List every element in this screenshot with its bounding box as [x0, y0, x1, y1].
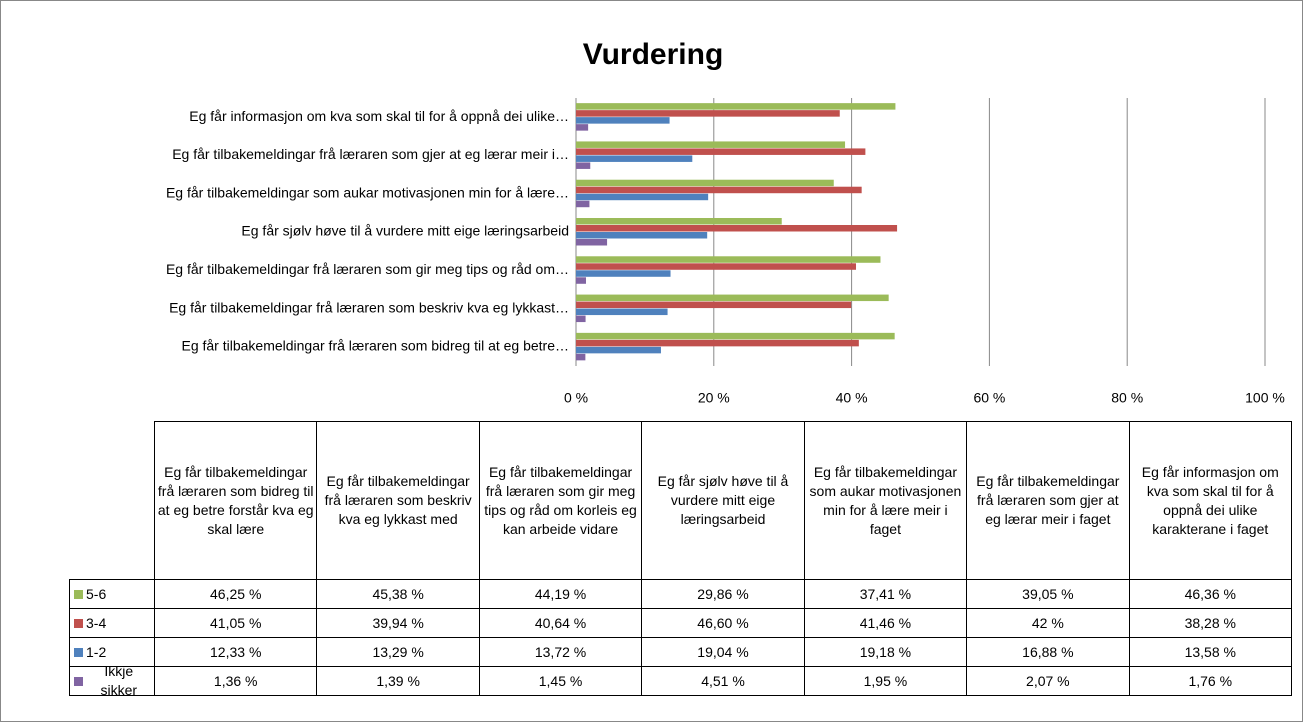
table-value-cell: 19,04 %: [641, 637, 805, 667]
y-tick-label: Eg får tilbakemeldingar frå læraren som …: [172, 146, 569, 162]
table-value-cell: 12,33 %: [154, 637, 318, 667]
legend-swatch: [74, 618, 83, 628]
legend-cell: 3-4: [69, 608, 155, 638]
table-header-cell: Eg får sjølv høve til å vurdere mitt eig…: [641, 421, 805, 580]
bar: [576, 117, 670, 124]
table-value-cell: 29,86 %: [641, 579, 805, 609]
table-value-cell: 13,29 %: [316, 637, 480, 667]
bar: [576, 353, 586, 361]
table-value-cell: 2,07 %: [966, 666, 1130, 696]
table-value-cell: 16,88 %: [966, 637, 1130, 667]
table-value-cell: 19,18 %: [803, 637, 968, 667]
bar: [576, 148, 866, 155]
bar: [576, 103, 896, 110]
bar: [576, 155, 693, 162]
table-value-cell: 4,51 %: [641, 666, 805, 696]
table-value-cell: 45,38 %: [316, 579, 480, 609]
bar: [576, 294, 889, 302]
table-value-cell: 1,36 %: [154, 666, 318, 696]
legend-swatch: [74, 676, 83, 686]
bar: [576, 124, 589, 131]
bar: [576, 339, 859, 347]
legend-label: 1-2: [86, 643, 107, 660]
table-value-cell: 1,39 %: [316, 666, 480, 696]
legend-cell: 5-6: [69, 579, 155, 609]
legend-label: Ikkje sikker: [100, 663, 138, 698]
y-tick-label: Eg får tilbakemeldingar frå læraren som …: [169, 299, 569, 315]
y-tick-label: Eg får tilbakemeldingar som aukar motiva…: [166, 184, 569, 200]
bar: [576, 110, 840, 117]
y-tick-label: Eg får sjølv høve til å vurdere mitt eig…: [241, 223, 569, 239]
x-tick-label: 0 %: [564, 390, 588, 406]
table-value-cell: 46,36 %: [1128, 579, 1292, 609]
bar: [576, 200, 590, 208]
chart-title: Vurdering: [583, 38, 724, 71]
table-value-cell: 40,64 %: [478, 608, 643, 638]
legend-swatch: [74, 589, 83, 599]
bar: [576, 315, 586, 323]
table-header-cell: Eg får tilbakemeldingar frå læraren som …: [316, 421, 480, 580]
x-tick-label: 80 %: [1111, 390, 1143, 406]
legend-label: 3-4: [86, 614, 107, 631]
table-header-cell: Eg får tilbakemeldingar frå læraren som …: [154, 421, 318, 580]
bar: [576, 270, 671, 277]
bar: [576, 218, 782, 225]
table-value-cell: 1,45 %: [478, 666, 643, 696]
bar: [576, 332, 895, 340]
table-header-cell: Eg får tilbakemeldingar som aukar motiva…: [803, 421, 968, 580]
table-value-cell: 1,95 %: [803, 666, 968, 696]
y-tick-label: Eg får tilbakemeldingar frå læraren som …: [181, 338, 569, 354]
table-value-cell: 42 %: [966, 608, 1130, 638]
bar: [576, 179, 834, 187]
table-value-cell: 39,94 %: [316, 608, 480, 638]
bar: [576, 239, 608, 246]
table-value-cell: 41,05 %: [154, 608, 318, 638]
table-value-cell: 37,41 %: [803, 579, 968, 609]
table-value-cell: 44,19 %: [478, 579, 643, 609]
legend-swatch: [74, 647, 83, 657]
table-value-cell: 46,60 %: [641, 608, 805, 638]
bar: [576, 301, 852, 309]
table-value-cell: 1,76 %: [1128, 666, 1292, 696]
bar: [576, 263, 857, 270]
bar: [576, 232, 708, 239]
y-tick-label: Eg får tilbakemeldingar frå læraren som …: [166, 261, 569, 277]
table-value-cell: 39,05 %: [966, 579, 1130, 609]
bar: [576, 225, 898, 232]
bar: [576, 162, 591, 169]
legend-label: 5-6: [86, 585, 107, 602]
table-header-cell: Eg får tilbakemeldingar frå læraren som …: [966, 421, 1130, 580]
bar: [576, 308, 668, 316]
x-tick-label: 20 %: [698, 390, 730, 406]
y-tick-label: Eg får informasjon om kva som skal til f…: [189, 108, 569, 124]
bar: [576, 141, 846, 148]
bar: [576, 346, 661, 354]
table-value-cell: 13,72 %: [478, 637, 643, 667]
legend-cell: Ikkje sikker: [69, 663, 155, 698]
bar: [576, 277, 586, 284]
x-tick-label: 100 %: [1245, 390, 1285, 406]
table-header-cell: Eg får informasjon om kva som skal til f…: [1128, 421, 1292, 580]
table-value-cell: 13,58 %: [1128, 637, 1292, 667]
bar: [576, 186, 862, 194]
x-tick-label: 60 %: [973, 390, 1005, 406]
x-tick-label: 40 %: [836, 390, 868, 406]
table-value-cell: 38,28 %: [1128, 608, 1292, 638]
table-value-cell: 41,46 %: [803, 608, 968, 638]
bar: [576, 256, 881, 263]
table-value-cell: 46,25 %: [154, 579, 318, 609]
table-header-cell: Eg får tilbakemeldingar frå læraren som …: [478, 421, 643, 580]
bar: [576, 193, 709, 201]
